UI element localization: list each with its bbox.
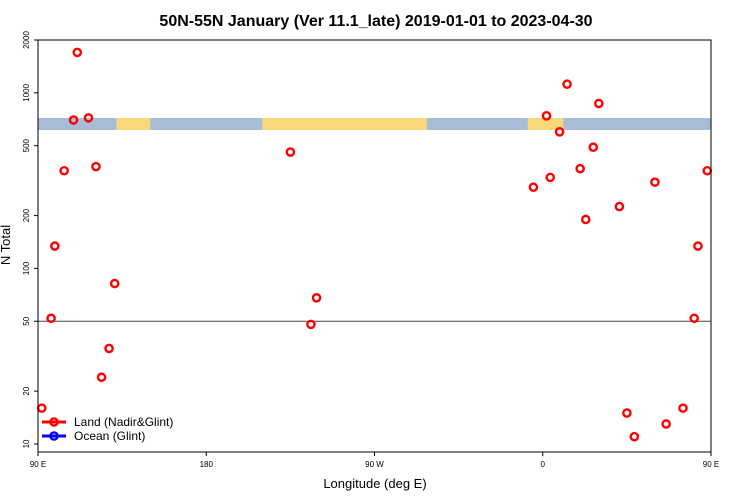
data-point — [72, 47, 83, 58]
data-point — [83, 113, 94, 123]
data-point — [650, 177, 660, 187]
y-tick-label: 200 — [22, 208, 31, 222]
x-axis-ticks: 90 E 180 90 W 0 90 E — [30, 452, 719, 469]
band-ocean-segment — [426, 118, 528, 130]
data-point — [594, 98, 604, 109]
data-point — [693, 241, 703, 251]
legend-label: Ocean (Glint) — [74, 429, 145, 443]
plot-frame — [37, 39, 712, 453]
data-point — [91, 161, 101, 172]
data-point — [554, 126, 565, 137]
land-ocean-band — [38, 118, 711, 130]
y-tick-label: 100 — [22, 261, 31, 275]
data-point — [59, 165, 69, 176]
data-point — [614, 201, 625, 212]
y-tick-label: 10 — [22, 439, 31, 448]
data-point — [36, 403, 47, 413]
data-point — [528, 182, 539, 193]
legend-marker — [49, 417, 59, 427]
data-point — [575, 163, 585, 174]
data-point — [68, 115, 79, 125]
data-point — [562, 79, 572, 90]
data-point — [50, 241, 60, 251]
data-point — [580, 214, 591, 225]
data-points — [36, 47, 713, 442]
x-tick-label: 90 E — [30, 460, 46, 469]
data-point — [541, 111, 552, 121]
legend-marker — [49, 431, 59, 441]
data-point — [285, 147, 296, 157]
band-ocean-segment — [38, 118, 117, 130]
x-tick-label: 90 W — [365, 460, 384, 469]
x-tick-label: 0 — [541, 460, 546, 469]
data-point — [661, 419, 671, 429]
data-point — [678, 403, 688, 413]
data-point — [622, 408, 632, 418]
data-point — [689, 313, 699, 324]
x-tick-label: 180 — [200, 460, 214, 469]
legend: Land (Nadir&Glint)Ocean (Glint) — [42, 415, 173, 443]
legend-label: Land (Nadir&Glint) — [74, 415, 173, 429]
y-tick-label: 50 — [22, 316, 31, 325]
y-tick-label: 20 — [22, 386, 31, 395]
x-tick-label: 90 E — [703, 460, 719, 469]
data-point — [306, 319, 316, 330]
y-axis-ticks: 10 20 50 100 200 500 1000 2000 — [22, 31, 38, 448]
band-ocean-segment — [563, 118, 711, 130]
data-point — [46, 313, 56, 324]
data-point — [702, 165, 713, 176]
data-point — [96, 372, 107, 383]
y-tick-label: 500 — [22, 138, 31, 152]
data-point — [104, 343, 114, 354]
data-point — [311, 293, 322, 303]
y-tick-label: 2000 — [22, 31, 31, 49]
y-axis-label: N Total — [0, 225, 13, 265]
band-ocean-segment — [150, 118, 263, 130]
y-tick-label: 1000 — [22, 83, 31, 101]
x-axis-label: Longitude (deg E) — [323, 476, 426, 491]
data-point — [545, 172, 556, 183]
data-point — [588, 142, 599, 153]
data-point — [109, 278, 120, 289]
data-point — [629, 431, 640, 442]
chart-title: 50N-55N January (Ver 11.1_late) 2019-01-… — [159, 13, 592, 30]
